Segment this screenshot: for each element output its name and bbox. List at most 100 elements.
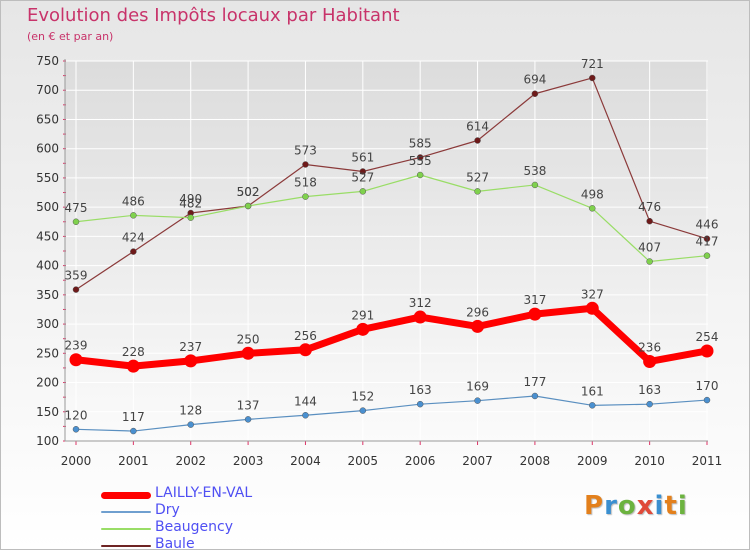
data-point-baule bbox=[72, 286, 80, 293]
data-point-beaugency bbox=[72, 218, 80, 226]
data-label-lailly-en-val: 237 bbox=[179, 340, 202, 354]
data-point-dry bbox=[244, 416, 252, 423]
data-label-dry: 137 bbox=[237, 398, 260, 412]
data-label-dry: 152 bbox=[351, 390, 374, 404]
legend-label: Beaugency bbox=[155, 519, 234, 535]
brand-letter: i bbox=[654, 491, 665, 521]
data-point-baule bbox=[589, 74, 596, 82]
data-point-lailly-en-val bbox=[184, 354, 198, 368]
data-label-dry: 161 bbox=[581, 384, 604, 398]
data-point-beaugency bbox=[416, 171, 424, 179]
data-label-lailly-en-val: 291 bbox=[351, 308, 374, 322]
data-label-beaugency: 527 bbox=[351, 170, 374, 184]
legend-swatch bbox=[101, 545, 151, 547]
data-point-baule bbox=[474, 137, 481, 144]
legend-swatch bbox=[101, 528, 151, 530]
x-tick-label: 2003 bbox=[233, 454, 264, 468]
legend-swatch bbox=[101, 491, 151, 499]
y-tick-label: 100 bbox=[36, 434, 59, 448]
data-point-lailly-en-val bbox=[528, 307, 542, 321]
data-label-baule: 694 bbox=[523, 73, 546, 87]
x-tick-label: 2008 bbox=[520, 454, 551, 468]
series-line-beaugency bbox=[75, 174, 708, 263]
data-label-baule: 573 bbox=[294, 143, 317, 157]
brand-logo: Proxiti bbox=[584, 491, 688, 521]
data-point-dry bbox=[531, 392, 539, 400]
data-label-beaugency: 518 bbox=[294, 176, 317, 190]
data-label-baule: 490 bbox=[179, 192, 202, 206]
y-tick-label: 200 bbox=[36, 376, 59, 390]
data-point-dry bbox=[359, 407, 367, 414]
data-label-beaugency: 527 bbox=[466, 170, 489, 184]
data-label-lailly-en-val: 239 bbox=[65, 339, 88, 353]
x-tick-label: 2006 bbox=[405, 454, 436, 468]
data-label-baule: 476 bbox=[638, 200, 661, 214]
x-tick-label: 2000 bbox=[61, 454, 92, 468]
data-label-dry: 144 bbox=[294, 394, 317, 408]
data-label-beaugency: 482 bbox=[179, 197, 202, 211]
data-label-beaugency: 538 bbox=[523, 164, 546, 178]
data-label-lailly-en-val: 236 bbox=[638, 340, 661, 354]
data-label-lailly-en-val: 327 bbox=[581, 287, 604, 301]
data-label-lailly-en-val: 296 bbox=[466, 305, 489, 319]
data-point-beaugency bbox=[244, 202, 252, 210]
data-label-beaugency: 486 bbox=[122, 194, 145, 208]
data-label-dry: 163 bbox=[409, 383, 432, 397]
data-label-beaugency: 502 bbox=[237, 185, 260, 199]
data-point-lailly-en-val bbox=[356, 322, 370, 336]
data-point-dry bbox=[416, 400, 424, 408]
x-tick-label: 2010 bbox=[634, 454, 665, 468]
data-label-beaugency: 417 bbox=[696, 235, 719, 249]
data-label-baule: 614 bbox=[466, 120, 489, 134]
data-label-baule: 561 bbox=[351, 150, 374, 164]
brand-letter: x bbox=[636, 491, 655, 521]
data-point-beaugency bbox=[531, 181, 539, 189]
data-point-lailly-en-val bbox=[298, 343, 312, 357]
data-point-baule bbox=[359, 168, 367, 175]
data-point-dry bbox=[474, 397, 481, 404]
data-label-baule: 359 bbox=[65, 269, 88, 283]
chart-title: Evolution des Impôts locaux par Habitant bbox=[27, 5, 400, 26]
legend-label: LAILLY-EN-VAL bbox=[155, 485, 253, 501]
y-tick-label: 700 bbox=[36, 83, 59, 97]
data-label-beaugency: 407 bbox=[638, 241, 661, 255]
y-tick-label: 250 bbox=[36, 346, 59, 360]
data-point-dry bbox=[703, 396, 711, 404]
data-label-lailly-en-val: 254 bbox=[696, 330, 719, 344]
data-point-baule bbox=[416, 154, 424, 161]
data-label-dry: 128 bbox=[179, 404, 202, 418]
data-label-beaugency: 475 bbox=[65, 201, 88, 215]
legend-swatch bbox=[101, 511, 151, 513]
data-point-beaugency bbox=[302, 193, 309, 200]
data-label-beaugency: 498 bbox=[581, 187, 604, 201]
data-point-lailly-en-val bbox=[69, 353, 83, 367]
data-label-lailly-en-val: 312 bbox=[409, 296, 432, 310]
y-tick-label: 600 bbox=[36, 142, 59, 156]
data-label-lailly-en-val: 256 bbox=[294, 329, 317, 343]
data-point-baule bbox=[646, 217, 653, 225]
data-label-dry: 163 bbox=[638, 383, 661, 397]
data-point-dry bbox=[130, 427, 137, 435]
y-tick-label: 400 bbox=[36, 259, 59, 273]
brand-letter: o bbox=[617, 491, 637, 521]
legend-label: Baule bbox=[155, 536, 195, 552]
y-tick-label: 500 bbox=[36, 200, 59, 214]
data-label-dry: 169 bbox=[466, 380, 489, 394]
data-point-lailly-en-val bbox=[471, 319, 485, 333]
y-tick-label: 550 bbox=[36, 171, 59, 185]
y-tick-label: 350 bbox=[36, 288, 59, 302]
plot-area bbox=[65, 61, 708, 441]
series-line-baule bbox=[75, 77, 708, 291]
data-point-lailly-en-val bbox=[241, 346, 255, 360]
data-point-baule bbox=[302, 161, 309, 168]
data-label-lailly-en-val: 250 bbox=[237, 332, 260, 346]
data-label-baule: 721 bbox=[581, 57, 604, 71]
data-point-lailly-en-val bbox=[413, 310, 427, 324]
x-tick-label: 2002 bbox=[175, 454, 206, 468]
data-point-baule bbox=[703, 235, 711, 242]
y-tick-label: 300 bbox=[36, 317, 59, 331]
brand-letter: i bbox=[677, 491, 688, 521]
data-label-lailly-en-val: 228 bbox=[122, 345, 145, 359]
